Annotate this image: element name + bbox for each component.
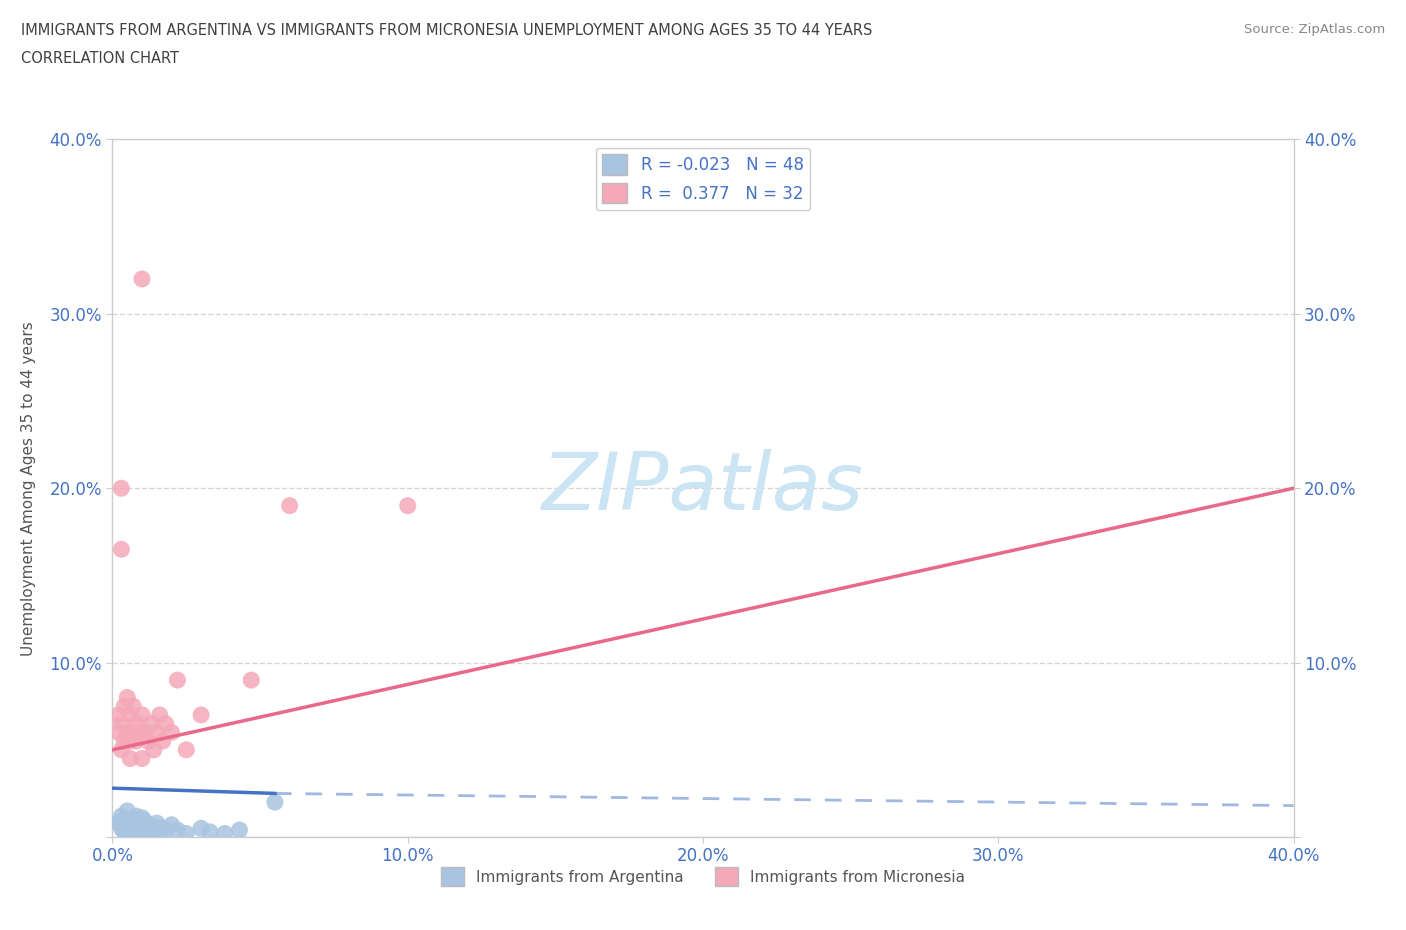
Point [120,819,142,834]
Point [228,823,250,838]
Point [128,725,150,740]
Point [131,824,153,839]
Text: CORRELATION CHART: CORRELATION CHART [21,51,179,66]
Point [117,816,138,830]
Text: Source: ZipAtlas.com: Source: ZipAtlas.com [1244,23,1385,36]
Point [139,824,162,839]
Point [128,823,150,838]
Text: IMMIGRANTS FROM ARGENTINA VS IMMIGRANTS FROM MICRONESIA UNEMPLOYMENT AMONG AGES : IMMIGRANTS FROM ARGENTINA VS IMMIGRANTS … [21,23,873,38]
Point [110,809,132,824]
Point [142,819,165,834]
Point [174,742,197,757]
Point [155,824,177,839]
Point [125,824,148,839]
Point [134,821,156,836]
Point [125,716,148,731]
Point [264,794,287,809]
Text: ZIPatlas: ZIPatlas [541,449,865,527]
Point [160,725,183,740]
Point [125,809,148,824]
Point [134,814,156,829]
Point [125,817,148,832]
Point [122,817,145,832]
Point [174,826,197,841]
Point [110,817,132,832]
Point [146,816,169,830]
Point [131,751,153,766]
Legend: Immigrants from Argentina, Immigrants from Micronesia: Immigrants from Argentina, Immigrants fr… [436,861,970,892]
Y-axis label: Unemployment Among Ages 35 to 44 years: Unemployment Among Ages 35 to 44 years [21,321,35,656]
Point [190,821,212,836]
Point [112,817,135,832]
Point [122,823,145,838]
Point [120,814,142,829]
Point [110,821,132,836]
Point [198,824,221,839]
Point [131,272,153,286]
Point [112,824,135,839]
Point [110,542,132,557]
Point [160,817,183,832]
Point [112,734,135,749]
Point [117,819,138,834]
Point [112,698,135,713]
Point [117,690,138,705]
Point [117,826,138,841]
Point [155,716,177,731]
Point [110,742,132,757]
Point [214,826,236,841]
Point [107,816,129,830]
Point [122,812,145,827]
Point [131,708,153,723]
Point [120,751,142,766]
Point [166,672,188,687]
Point [117,804,138,818]
Point [110,716,132,731]
Point [112,821,135,836]
Point [139,716,162,731]
Point [146,725,169,740]
Point [110,481,132,496]
Point [190,708,212,723]
Point [107,725,129,740]
Point [131,810,153,825]
Point [136,734,159,749]
Point [120,824,142,839]
Point [120,734,142,749]
Point [396,498,419,513]
Point [117,725,138,740]
Point [128,816,150,830]
Point [117,823,138,838]
Point [142,742,165,757]
Point [107,708,129,723]
Point [131,819,153,834]
Point [125,821,148,836]
Point [112,812,135,827]
Point [152,821,174,836]
Point [122,698,145,713]
Point [120,708,142,723]
Point [278,498,301,513]
Point [166,823,188,838]
Point [149,823,172,838]
Point [146,826,169,841]
Point [134,725,156,740]
Point [136,823,159,838]
Point [149,708,172,723]
Point [152,734,174,749]
Point [110,814,132,829]
Point [122,725,145,740]
Point [240,672,263,687]
Point [125,734,148,749]
Point [136,817,159,832]
